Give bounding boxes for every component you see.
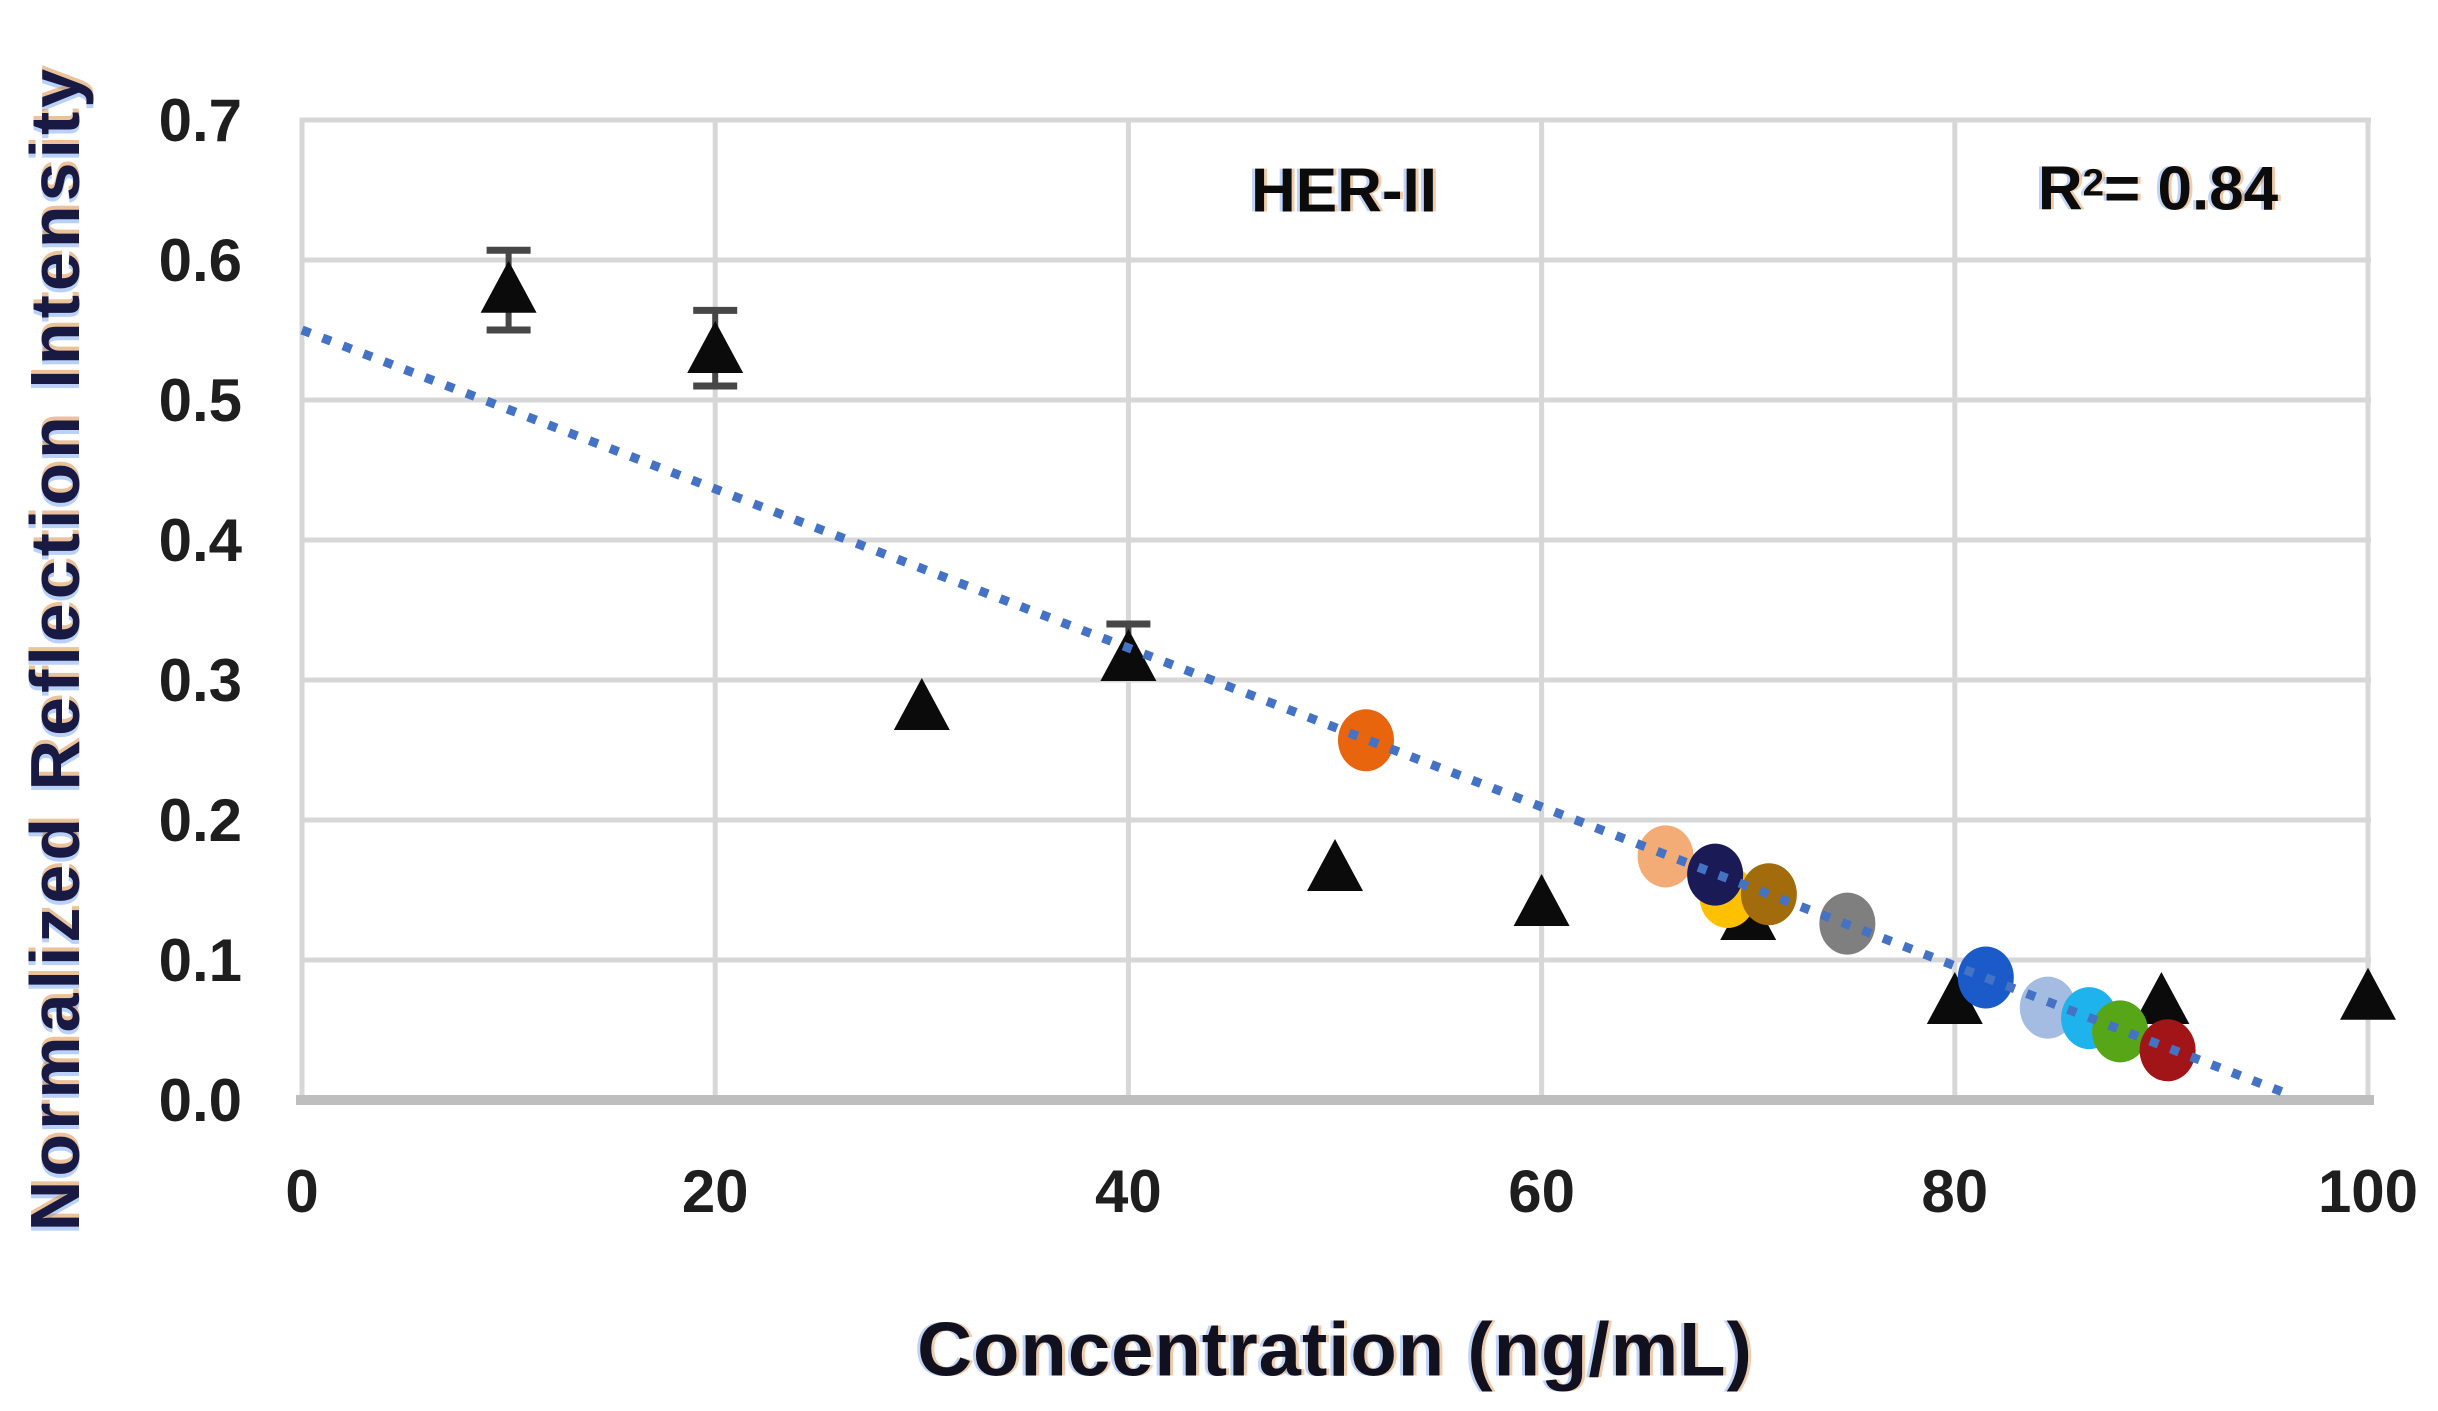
sample-circle — [1637, 825, 1694, 888]
series-annotation: HER-II — [1251, 156, 1437, 226]
data-point-triangle — [480, 260, 537, 313]
sample-circle — [1740, 863, 1797, 926]
data-point-triangle — [2133, 972, 2190, 1024]
sample-circle — [2092, 1000, 2149, 1063]
sample-circle — [1957, 946, 2014, 1009]
data-point-triangle — [1100, 629, 1157, 681]
sample-circle — [1337, 709, 1394, 772]
r-squared-annotation: R2= 0.84 — [2038, 154, 2278, 225]
data-point-triangle — [1307, 839, 1363, 891]
x-tick-label: 60 — [1508, 1158, 1575, 1225]
data-point-triangle — [687, 321, 744, 373]
y-tick-label: 0.3 — [159, 647, 242, 714]
y-axis-title: Normalized Reflection Intensity — [16, 64, 94, 1232]
x-tick-label: 80 — [1921, 1158, 1988, 1225]
r-squared-value: = 0.84 — [2104, 154, 2279, 224]
data-point-triangle — [1513, 874, 1570, 926]
y-tick-label: 0.6 — [159, 227, 242, 294]
r-squared-exponent: 2 — [2082, 161, 2105, 205]
sample-circle — [2139, 1019, 2196, 1082]
y-tick-label: 0.2 — [159, 787, 242, 854]
trend-line — [300, 325, 2287, 1098]
y-tick-label: 0.5 — [159, 367, 242, 434]
data-point-triangle — [1926, 972, 1983, 1024]
y-tick-label: 0.0 — [159, 1067, 242, 1134]
data-point-triangle — [893, 678, 950, 730]
r-squared-base: R — [2037, 154, 2083, 224]
sample-circle — [1687, 843, 1744, 906]
y-tick-label: 0.1 — [159, 927, 242, 994]
x-tick-label: 20 — [682, 1158, 749, 1225]
x-tick-label: 40 — [1095, 1158, 1162, 1225]
data-point-triangle — [2340, 967, 2396, 1020]
y-tick-label: 0.4 — [159, 507, 243, 574]
y-tick-label: 0.7 — [159, 87, 242, 154]
x-tick-label: 0 — [285, 1158, 318, 1225]
x-tick-label: 100 — [2318, 1158, 2418, 1225]
x-axis-title: Concentration (ng/mL) — [917, 1307, 1753, 1393]
